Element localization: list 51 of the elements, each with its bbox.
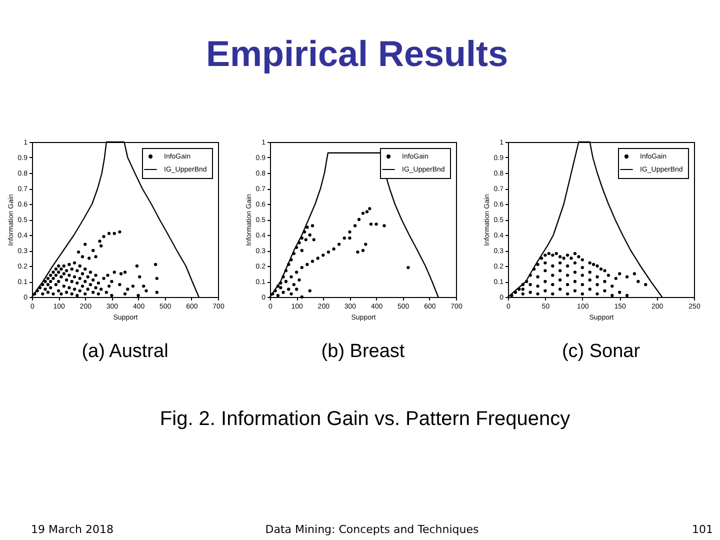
text: 19 March 2018 (31, 523, 114, 536)
point (308, 289, 312, 292)
text: Empirical Results (206, 33, 508, 74)
point (306, 226, 309, 229)
point (300, 236, 304, 240)
point (348, 236, 352, 240)
point (294, 270, 298, 274)
point (308, 233, 312, 237)
point (374, 222, 378, 226)
point (382, 224, 386, 228)
point (300, 295, 304, 299)
point (368, 207, 372, 210)
point (406, 266, 410, 270)
point (276, 294, 280, 298)
point (322, 254, 325, 257)
point (348, 230, 352, 234)
point (279, 286, 282, 290)
point (310, 224, 314, 228)
text: (c) Sonar (562, 341, 641, 362)
caption: Fig. 2. Information Gain vs. Pattern Frequency (160, 408, 570, 430)
point (369, 222, 373, 226)
point (294, 288, 298, 291)
point (287, 288, 290, 291)
point (357, 218, 361, 222)
point (312, 238, 316, 242)
point (282, 290, 285, 294)
text: Data Mining: Concepts and Techniques (265, 523, 480, 536)
point (290, 292, 293, 296)
point (353, 224, 357, 228)
point (365, 210, 369, 214)
point (284, 280, 288, 284)
point (290, 275, 293, 278)
point (316, 256, 320, 260)
point (342, 236, 346, 240)
point (304, 238, 308, 242)
point (361, 212, 365, 215)
point (298, 278, 301, 282)
point (326, 250, 330, 254)
text: (b) Breast (321, 341, 406, 362)
text: (a) Austral (82, 341, 168, 362)
point (361, 248, 365, 252)
point (332, 247, 336, 251)
point (300, 266, 304, 270)
point (356, 250, 360, 254)
point (338, 242, 341, 246)
point (306, 262, 309, 266)
point (292, 283, 296, 286)
point (364, 242, 368, 246)
point (300, 248, 304, 252)
text: 101 (692, 523, 713, 536)
point (310, 260, 314, 263)
